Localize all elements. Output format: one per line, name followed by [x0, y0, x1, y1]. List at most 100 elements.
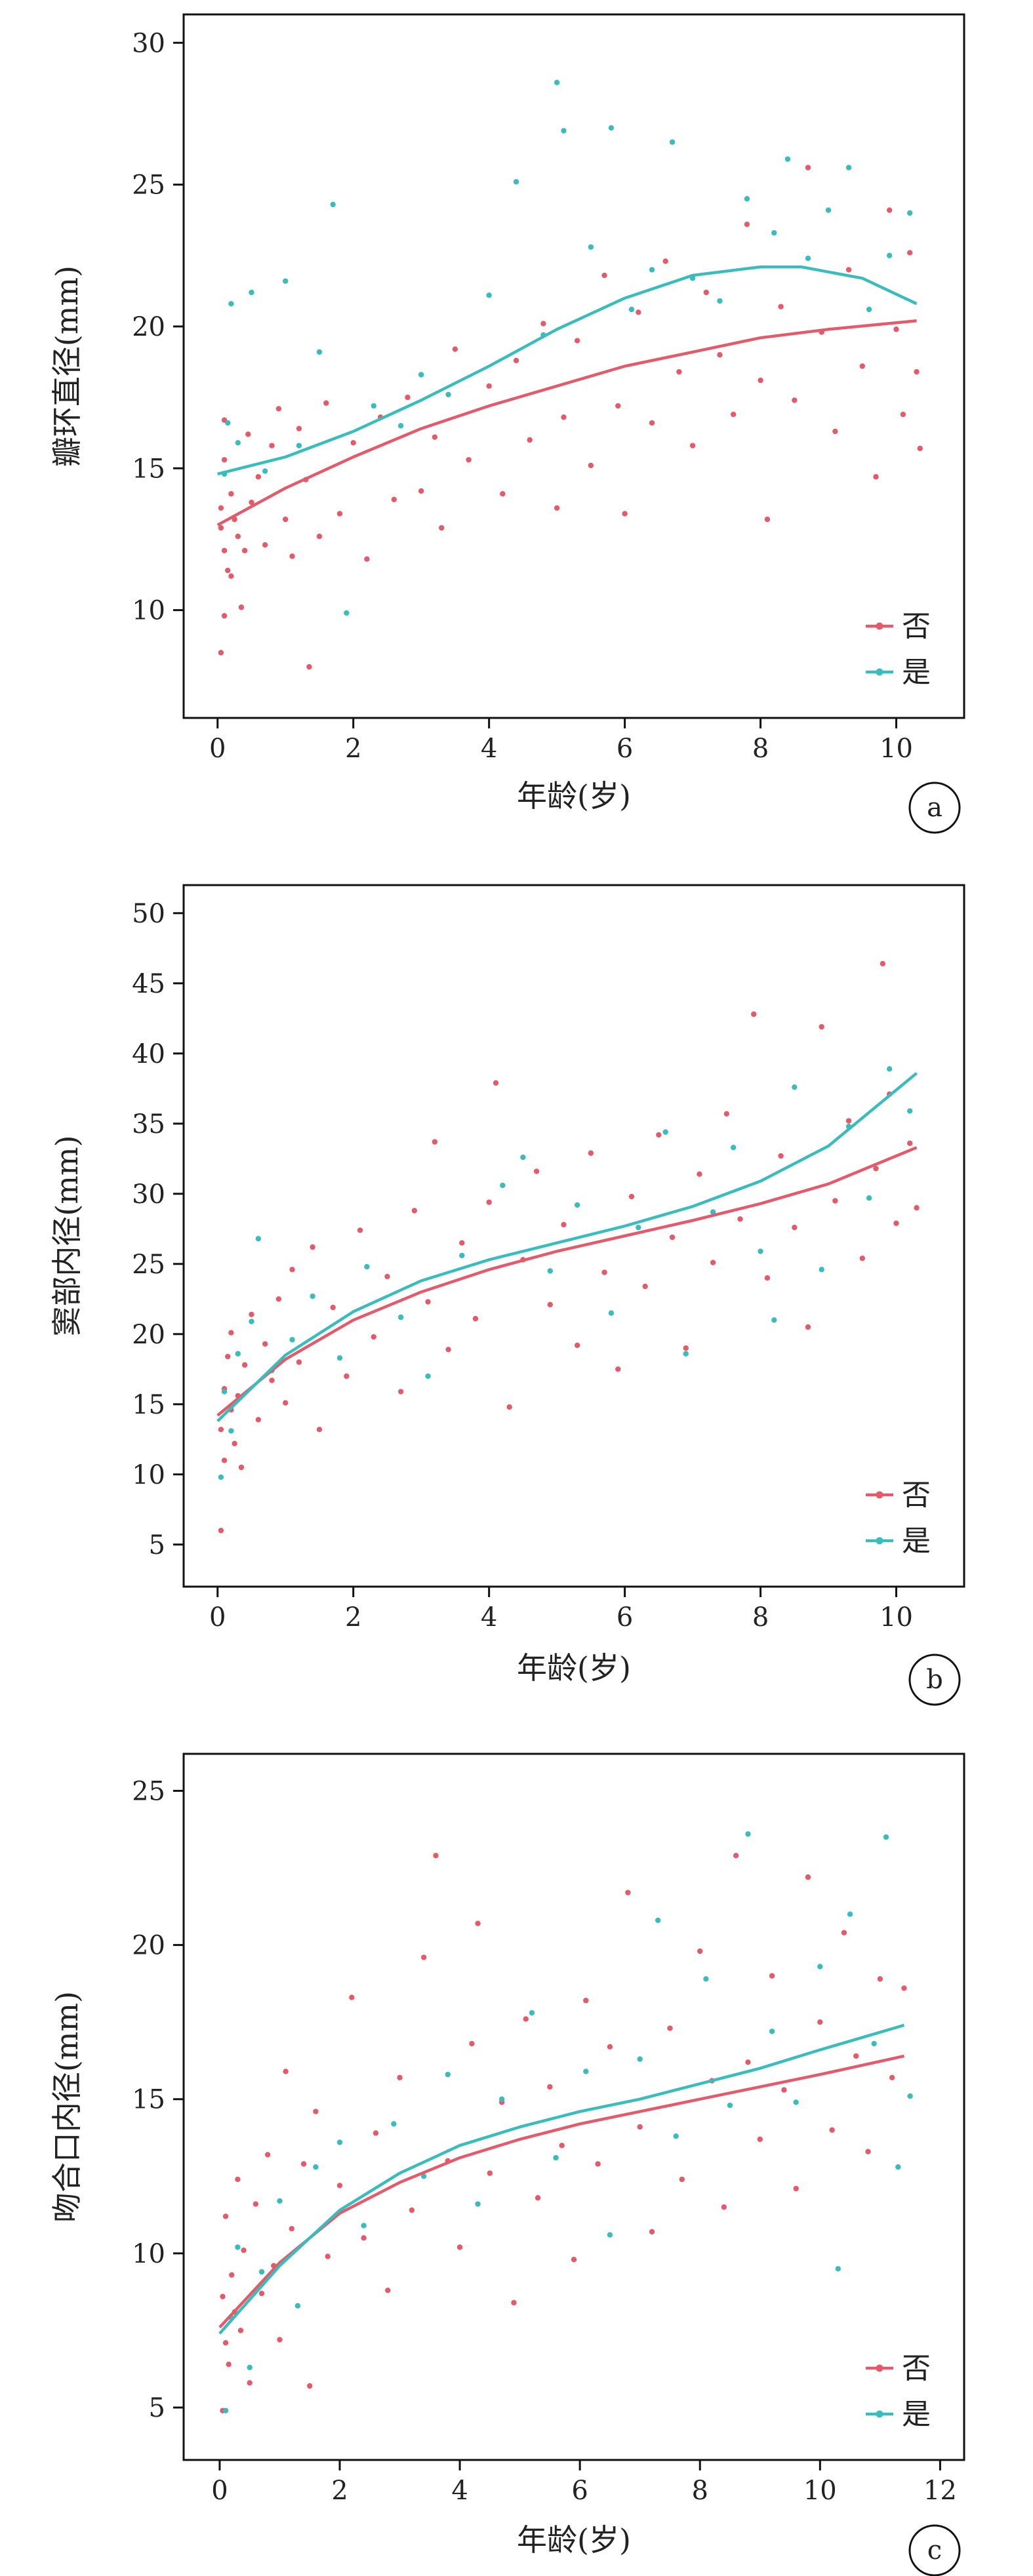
x-tick-label: 10 [880, 1602, 913, 1633]
data-point [805, 255, 811, 262]
data-point [486, 292, 492, 298]
x-axis-title: 年龄(岁) [517, 2522, 631, 2558]
data-point [269, 1377, 275, 1383]
data-point [439, 525, 445, 531]
data-point [255, 1236, 262, 1242]
data-point [418, 488, 424, 494]
data-point [730, 411, 737, 418]
data-point [832, 428, 838, 435]
data-point [662, 258, 668, 264]
data-point [561, 414, 567, 420]
data-point [622, 511, 628, 517]
data-point [433, 1853, 439, 1859]
data-point [247, 2380, 253, 2386]
trend-line-yes [216, 1072, 918, 1423]
legend-marker [876, 1491, 883, 1499]
data-point [607, 2232, 613, 2238]
data-point [608, 125, 615, 131]
data-point [255, 1417, 262, 1423]
data-point [886, 252, 893, 258]
data-point [697, 1948, 703, 1954]
data-point [289, 1267, 295, 1273]
y-axis-title: 窦部内径(mm) [49, 1135, 85, 1336]
data-point [425, 1373, 431, 1379]
data-point [865, 2149, 871, 2154]
legend: 否是 [866, 610, 931, 689]
data-point [751, 1011, 757, 1018]
data-point [310, 1293, 315, 1299]
y-tick-label: 25 [132, 1776, 165, 1806]
data-point [364, 556, 370, 562]
data-point [669, 139, 676, 145]
data-point [221, 1457, 228, 1463]
data-point [420, 2173, 427, 2179]
data-point [466, 457, 472, 463]
data-point [744, 221, 750, 228]
x-axis-title: 年龄(岁) [517, 778, 631, 814]
data-point [225, 420, 231, 426]
data-point [819, 1267, 824, 1273]
data-point [588, 244, 594, 250]
y-tick-label: 20 [132, 1931, 165, 1961]
data-point [221, 457, 228, 463]
data-point [247, 2364, 253, 2371]
data-point [527, 437, 533, 443]
data-point [384, 1273, 390, 1280]
panel-badge [908, 2524, 961, 2576]
data-point [289, 553, 295, 559]
data-point [533, 1168, 540, 1174]
data-point [636, 309, 641, 315]
series-points-yes [221, 79, 913, 616]
data-point [710, 1209, 716, 1215]
data-point [583, 1998, 589, 2004]
data-point [559, 2143, 565, 2149]
data-point [237, 2328, 244, 2333]
data-point [832, 1198, 838, 1204]
y-tick-label: 5 [149, 1530, 165, 1560]
data-point [235, 2176, 241, 2183]
data-point [914, 368, 920, 375]
data-point [825, 207, 832, 213]
data-point [316, 533, 323, 540]
data-point [784, 156, 791, 162]
data-point [325, 2253, 331, 2259]
data-point [889, 2074, 895, 2081]
series-points-no [220, 1853, 907, 2413]
data-point [673, 2133, 679, 2139]
data-point [608, 1310, 615, 1316]
data-point [683, 1345, 689, 1351]
data-point [232, 1440, 237, 1446]
data-point [649, 2229, 655, 2235]
data-point [498, 2096, 505, 2102]
data-point [841, 1930, 847, 1935]
data-point [225, 567, 231, 574]
data-point [262, 1341, 268, 1347]
data-point [683, 1351, 689, 1357]
data-point [805, 1324, 811, 1330]
data-point [745, 1831, 751, 1837]
y-tick-label: 15 [132, 1390, 165, 1420]
x-tick-label: 6 [571, 2476, 588, 2506]
plot-frame [182, 13, 965, 719]
legend-marker [876, 2410, 883, 2418]
data-point [218, 1528, 224, 1534]
data-point [535, 2195, 541, 2201]
data-point [835, 2266, 841, 2272]
data-point [805, 165, 811, 170]
data-point [805, 1874, 811, 1880]
data-point [583, 2069, 589, 2074]
data-point [411, 1208, 418, 1214]
data-point [561, 128, 567, 134]
data-point [275, 406, 282, 412]
data-point [588, 462, 594, 469]
data-point [313, 2164, 319, 2170]
data-point [264, 2152, 271, 2158]
data-point [330, 201, 336, 208]
data-point [262, 542, 268, 548]
data-point [792, 397, 798, 403]
data-point [529, 2010, 535, 2016]
data-point [845, 165, 852, 170]
data-point [289, 2226, 294, 2232]
data-point [296, 426, 302, 431]
data-point [344, 610, 350, 616]
